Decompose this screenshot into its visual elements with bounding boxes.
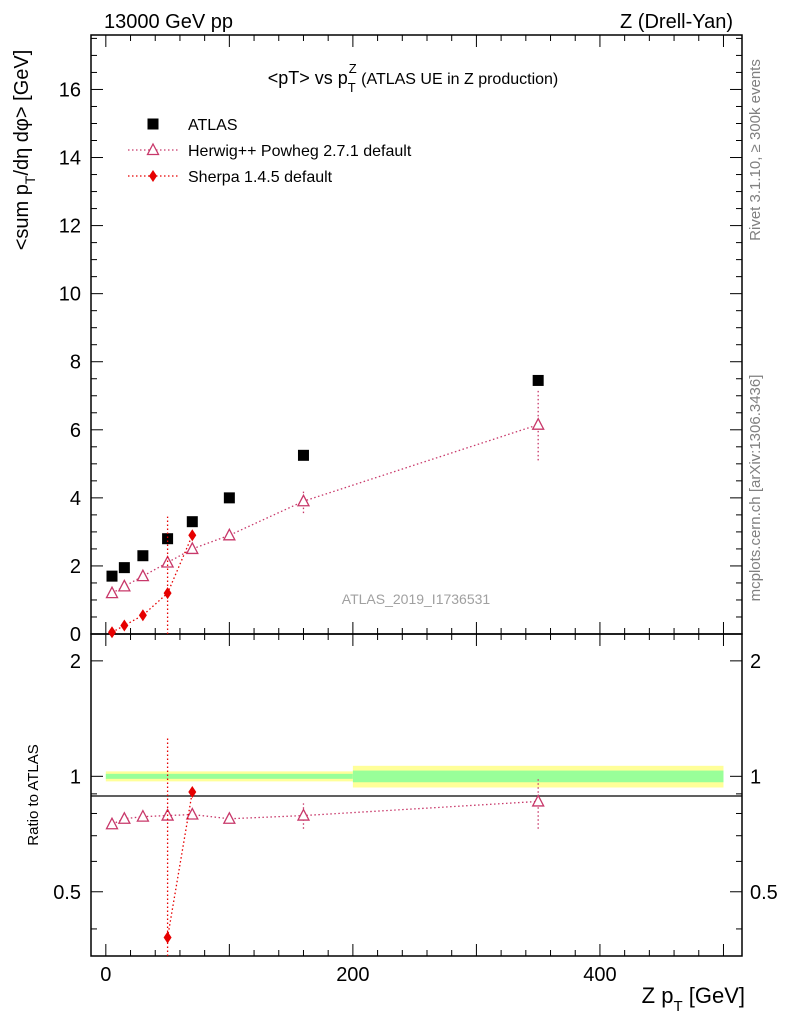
ratio-s1-point-0 <box>163 931 172 944</box>
ratio-band-inner-1 <box>352 770 724 783</box>
main-s0-point-6 <box>297 449 309 461</box>
legend-marker-1 <box>146 142 160 156</box>
main-s1-point-2 <box>136 568 150 582</box>
title-part2: (ATLAS UE in Z production) <box>357 71 559 88</box>
main-s1-point-1 <box>117 578 131 592</box>
main-s0-point-3 <box>162 533 174 545</box>
main-s0-point-5 <box>223 492 235 504</box>
main-s0-point-0 <box>106 570 118 582</box>
ratio-y-tick-label-left-2: 2 <box>70 651 81 673</box>
main-s2-point-0 <box>108 626 116 639</box>
axis-ticks <box>91 35 742 956</box>
main-s2-point-2 <box>138 609 147 622</box>
ratio-series <box>105 737 545 956</box>
side-rivet: Rivet 3.1.10, ≥ 300k events <box>747 59 764 241</box>
ratio-s0-line <box>111 800 539 825</box>
ratio-s0-point-0 <box>105 816 119 830</box>
ratio-y-tick-label-right-2: 2 <box>750 651 761 673</box>
header-right: Z (Drell-Yan) <box>620 11 733 33</box>
main-s1-point-0 <box>105 585 119 599</box>
main-s2-point-3 <box>163 587 172 600</box>
header-left: 13000 GeV pp <box>104 11 233 33</box>
ylabel-part1: <sum p <box>11 184 33 250</box>
ratio-s0-point-5 <box>222 811 236 824</box>
main-y-tick-label-2: 4 <box>70 488 81 510</box>
main-s1-point-6 <box>296 493 311 507</box>
legend: ATLAS Herwig++ Powheg 2.7.1 default Sherpa… <box>128 117 412 186</box>
main-s0-point-7 <box>532 374 544 386</box>
ratio-s0-point-1 <box>117 811 131 824</box>
ratio-bands <box>105 765 724 788</box>
ratio-s0-point-6 <box>296 808 311 821</box>
main-s2-point-1 <box>120 619 129 632</box>
main-y-tick-label-5: 10 <box>59 284 81 306</box>
ratio-frame <box>90 633 743 957</box>
ratio-y-tick-label-left-0: 0.5 <box>53 882 81 904</box>
xlabel-part1: Z p <box>642 983 674 1008</box>
main-y-tick-label-4: 8 <box>70 352 81 374</box>
legend-marker-2 <box>149 170 157 182</box>
ratio-band-inner-0 <box>105 773 353 779</box>
main-ylabel: <sum pT/dη dφ> [GeV] <box>11 50 38 251</box>
x-tick-label-2: 400 <box>583 964 616 986</box>
ratio-y-tick-label-left-1: 1 <box>70 766 81 788</box>
legend-label-1: Herwig++ Powheg 2.7.1 default <box>188 143 412 160</box>
main-title: <pT> vs pTZ (ATLAS UE in Z production) <box>268 61 559 95</box>
main-y-tick-label-6: 12 <box>59 216 81 238</box>
xlabel-part2: [GeV] <box>683 983 745 1008</box>
ratio-s0-point-7 <box>531 794 545 807</box>
ratio-s0-point-4 <box>185 807 199 820</box>
main-s1-point-4 <box>185 541 199 555</box>
main-y-tick-label-3: 6 <box>70 420 81 442</box>
main-s0-point-1 <box>118 562 130 574</box>
ratio-ylabel: Ratio to ATLAS <box>25 744 42 845</box>
legend-label-0: ATLAS <box>188 117 238 134</box>
x-tick-label-0: 0 <box>100 964 111 986</box>
main-s2-line <box>111 535 193 633</box>
legend-marker-0 <box>147 118 159 130</box>
main-s2-point-4 <box>188 529 197 542</box>
title-part1: <pT> vs p <box>268 68 348 88</box>
main-y-tick-label-8: 16 <box>59 79 81 101</box>
main-s0-point-4 <box>186 516 198 528</box>
ratio-y-tick-label-right-1: 1 <box>750 766 761 788</box>
main-y-tick-label-7: 14 <box>59 148 81 170</box>
main-s1-point-7 <box>531 417 545 430</box>
x-tick-label-1: 200 <box>336 964 369 986</box>
ratio-s1-line <box>166 791 193 938</box>
main-s0-point-2 <box>137 550 149 562</box>
ratio-s0-point-2 <box>136 809 150 822</box>
ylabel-sub: T <box>22 175 38 184</box>
ratio-y-tick-label-right-0: 0.5 <box>750 882 778 904</box>
ylabel-part2: /dη dφ> [GeV] <box>11 50 33 176</box>
xlabel-sub: T <box>673 998 682 1015</box>
main-s1-point-5 <box>222 527 236 541</box>
title-sub-T: T <box>348 80 356 95</box>
main-y-tick-label-1: 2 <box>70 556 81 578</box>
legend-label-2: Sherpa 1.4.5 default <box>188 169 333 186</box>
xlabel: Z pT [GeV] <box>642 983 745 1015</box>
main-y-tick-label-0: 0 <box>70 624 81 646</box>
ratio-s1-point-1 <box>188 786 197 799</box>
main-s1-line <box>111 424 539 594</box>
watermark: ATLAS_2019_I1736531 <box>342 591 491 607</box>
main-series <box>105 374 545 639</box>
side-mcplots: mcplots.cern.ch [arXiv:1306.3436] <box>747 375 764 602</box>
title-sup-Z: Z <box>349 61 357 76</box>
